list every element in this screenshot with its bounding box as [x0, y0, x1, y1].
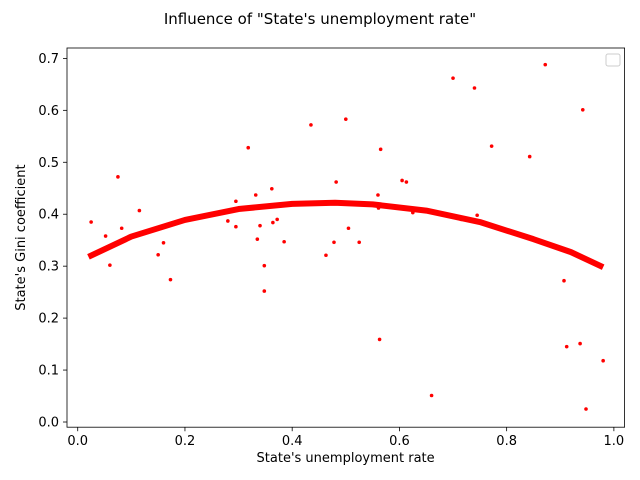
- data-point-10: [234, 224, 238, 229]
- data-point-46: [578, 341, 582, 346]
- x-tick-label-1: 0.2: [175, 434, 196, 449]
- y-tick-label-4: 0.4: [38, 208, 59, 223]
- data-point-15: [258, 223, 262, 228]
- data-point-21: [282, 239, 286, 244]
- data-point-32: [378, 147, 383, 152]
- data-point-28: [357, 240, 362, 245]
- y-tick-label-2: 0.2: [38, 312, 59, 327]
- data-point-29: [376, 193, 380, 197]
- y-tick-label-7: 0.7: [38, 52, 59, 67]
- data-point-17: [262, 289, 267, 293]
- data-point-42: [527, 154, 532, 159]
- x-tick-label-3: 0.6: [389, 434, 410, 449]
- data-point-47: [580, 108, 585, 112]
- y-tick-label-5: 0.5: [38, 156, 59, 171]
- data-point-44: [562, 278, 566, 283]
- data-point-14: [255, 237, 260, 241]
- data-point-7: [161, 240, 166, 245]
- data-point-25: [334, 180, 338, 184]
- data-point-8: [168, 277, 173, 282]
- data-point-27: [346, 226, 351, 231]
- data-point-6: [156, 252, 160, 257]
- data-point-38: [459, 217, 463, 222]
- y-tick-label-0: 0.0: [38, 416, 59, 431]
- data-point-22: [309, 123, 313, 127]
- data-point-20: [275, 217, 279, 222]
- axes: 0.0 0.2 0.4 0.6 0.8 1.0 0.0 0.1 0.2 0.3 0.4 0.5 0.6 0…: [38, 47, 625, 449]
- y-axis-label: State's Gini coefficient: [14, 164, 29, 310]
- y-tick-label-3: 0.3: [38, 260, 59, 275]
- data-point-23: [324, 253, 328, 258]
- data-point-39: [472, 86, 477, 90]
- data-point-41: [489, 144, 494, 148]
- data-point-11: [234, 199, 238, 204]
- data-point-34: [404, 180, 409, 184]
- data-point-31: [377, 337, 382, 342]
- x-tick-label-4: 0.8: [496, 434, 517, 449]
- data-point-9: [226, 219, 230, 223]
- data-point-4: [119, 226, 124, 231]
- data-point-30: [376, 206, 381, 210]
- data-point-16: [262, 263, 267, 268]
- chart-title: Influence of "State's unemployment rate": [164, 10, 476, 28]
- data-point-5: [137, 208, 142, 213]
- plot-content: [87, 62, 605, 411]
- data-point-1: [103, 234, 108, 238]
- data-point-3: [116, 175, 120, 179]
- data-point-33: [400, 178, 404, 183]
- legend-box: [605, 53, 621, 67]
- data-point-37: [451, 76, 455, 80]
- axes-frame: [66, 47, 625, 428]
- data-point-45: [564, 344, 569, 349]
- x-tick-label-2: 0.4: [282, 434, 303, 449]
- x-tick-label-5: 1.0: [604, 434, 625, 449]
- data-point-2: [108, 263, 112, 267]
- x-tick-label-0: 0.0: [67, 434, 88, 449]
- data-point-24: [332, 240, 336, 245]
- data-point-12: [246, 145, 251, 150]
- trend-line: [87, 199, 605, 270]
- data-point-36: [429, 393, 434, 398]
- data-point-48: [584, 407, 588, 411]
- y-tick-label-6: 0.6: [38, 104, 59, 119]
- data-point-49: [601, 358, 605, 363]
- data-point-18: [270, 186, 274, 191]
- data-point-40: [475, 213, 479, 218]
- data-point-26: [344, 117, 348, 121]
- data-point-13: [253, 193, 258, 197]
- data-point-0: [89, 220, 93, 224]
- data-point-35: [411, 210, 415, 215]
- x-axis-label: State's unemployment rate: [257, 451, 435, 466]
- data-point-19: [271, 220, 275, 225]
- y-tick-label-1: 0.1: [38, 364, 59, 379]
- data-point-43: [543, 62, 548, 67]
